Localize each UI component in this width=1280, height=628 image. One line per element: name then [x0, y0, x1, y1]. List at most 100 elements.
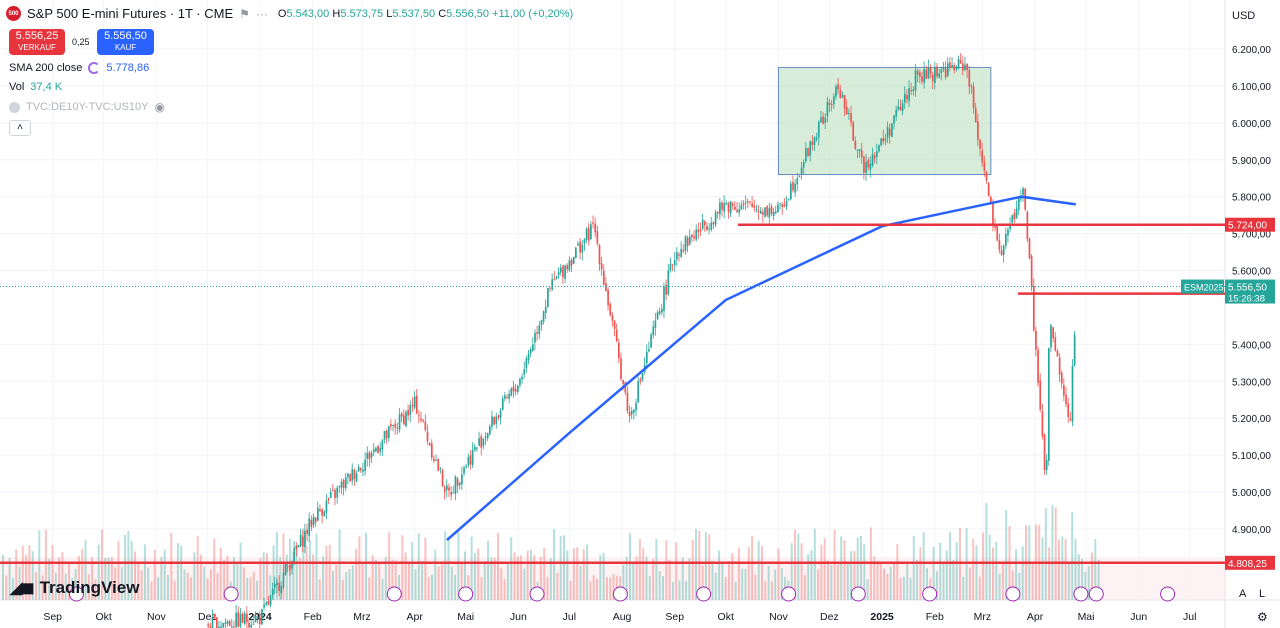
volume-bar — [124, 534, 127, 600]
volume-bar — [919, 547, 922, 600]
candle-body — [286, 566, 289, 568]
candle-body — [955, 66, 958, 70]
sma-indicator-row[interactable]: SMA 200 close 5.778,86 — [9, 62, 149, 74]
candle-body — [968, 69, 971, 87]
candle-body — [927, 67, 930, 79]
volume-bar — [203, 566, 206, 600]
volume-bar — [1048, 547, 1051, 600]
candle-body — [901, 103, 904, 111]
candle-body — [381, 440, 384, 450]
currency-label[interactable]: USD — [1232, 10, 1256, 22]
volume-bar — [305, 546, 308, 600]
logo-text: TradingView — [39, 578, 140, 597]
volume-bar — [239, 542, 242, 600]
candle-body — [265, 602, 268, 605]
volume-bar — [28, 545, 31, 600]
candle-body — [583, 239, 586, 244]
volume-bar — [513, 552, 516, 600]
candle-body — [557, 272, 560, 276]
collapse-legend-button[interactable]: ˄ — [9, 120, 31, 136]
volume-bar — [437, 566, 440, 600]
candle-body — [755, 208, 758, 211]
candle-body — [1000, 250, 1003, 255]
volume-bar — [490, 557, 493, 600]
volume-bar — [1094, 539, 1097, 600]
candle-body — [534, 332, 536, 343]
y-tick-label: 6.000,00 — [1232, 119, 1271, 130]
candle-body — [465, 466, 468, 468]
candle-body — [716, 211, 719, 214]
ticker-label: ESM2025 — [1184, 283, 1224, 293]
candle-body — [1067, 403, 1070, 417]
event-marker-icon — [458, 586, 474, 602]
candle-body — [805, 148, 807, 162]
volume-bar — [582, 549, 585, 600]
y-tick-label: 5.200,00 — [1232, 414, 1271, 425]
volume-indicator-row[interactable]: Vol 37,4 K — [9, 81, 62, 93]
candle-body — [695, 229, 698, 240]
candle-body — [940, 69, 943, 74]
auto-scale-button[interactable]: A — [1239, 588, 1247, 600]
volume-bar — [77, 556, 80, 600]
candle-body — [992, 203, 994, 227]
candle-body — [897, 106, 900, 110]
settings-gear-icon[interactable]: ⚙ — [1257, 610, 1268, 624]
volume-bar — [843, 540, 846, 600]
more-icon[interactable]: ··· — [255, 6, 268, 21]
candle-body — [886, 127, 889, 139]
volume-bar — [945, 550, 948, 600]
level-price-tag — [1225, 217, 1275, 232]
candle-body — [863, 156, 865, 173]
volume-bar — [622, 564, 625, 600]
volume-bar — [180, 545, 183, 600]
candle-body — [856, 149, 859, 151]
volume-bar — [899, 578, 902, 600]
volume-bar — [332, 570, 334, 600]
volume-bar — [850, 551, 853, 600]
log-scale-button[interactable]: L — [1259, 588, 1266, 600]
volume-bar — [285, 554, 288, 600]
candle-body — [701, 219, 704, 230]
volume-bar — [213, 538, 216, 600]
candle-body — [248, 622, 250, 628]
y-tick-label: 5.800,00 — [1232, 193, 1271, 204]
volume-bar — [916, 559, 919, 600]
candle-body — [921, 76, 923, 82]
symbol-title[interactable]: S&P 500 E-mini Futures · 1T · CME — [27, 6, 234, 21]
flag-icon[interactable]: ⚑ — [239, 6, 250, 21]
candle-body — [953, 65, 956, 71]
volume-bar — [153, 549, 156, 600]
volume-bar — [48, 558, 51, 600]
candle-body — [817, 121, 820, 138]
tradingview-logo[interactable]: ◢◼ TradingView — [10, 578, 139, 598]
event-marker-icon — [1088, 586, 1104, 602]
buy-button[interactable]: 5.556,50 KAUF — [97, 29, 154, 55]
sell-button[interactable]: 5.556,25 VERKAUF — [9, 29, 65, 55]
x-tick-label: Mrz — [974, 611, 992, 623]
candle-body — [519, 378, 521, 386]
hidden-eye-icon[interactable]: ◉ — [154, 100, 165, 114]
candle-body — [525, 358, 528, 368]
volume-bar — [398, 575, 400, 600]
candle-body — [480, 436, 483, 448]
candle-body — [491, 416, 493, 427]
candle-body — [628, 411, 631, 417]
candle-body — [688, 236, 691, 245]
volume-bar — [338, 529, 341, 600]
volume-bar — [470, 536, 473, 600]
volume-bar — [985, 503, 988, 600]
tvc-indicator-row[interactable]: TVC:DE10Y-TVC:US10Y ◉ — [9, 100, 165, 114]
volume-bar — [117, 541, 120, 600]
volume-bar — [612, 573, 615, 600]
candle-body — [1009, 223, 1011, 230]
candle-body — [400, 413, 403, 417]
candle-body — [510, 388, 513, 396]
candle-body — [777, 204, 779, 213]
volume-bar — [978, 576, 981, 600]
candle-body — [873, 155, 876, 159]
candle-body — [562, 265, 564, 278]
candle-body — [254, 616, 257, 623]
candle-body — [645, 351, 648, 364]
volume-bar — [61, 551, 64, 600]
